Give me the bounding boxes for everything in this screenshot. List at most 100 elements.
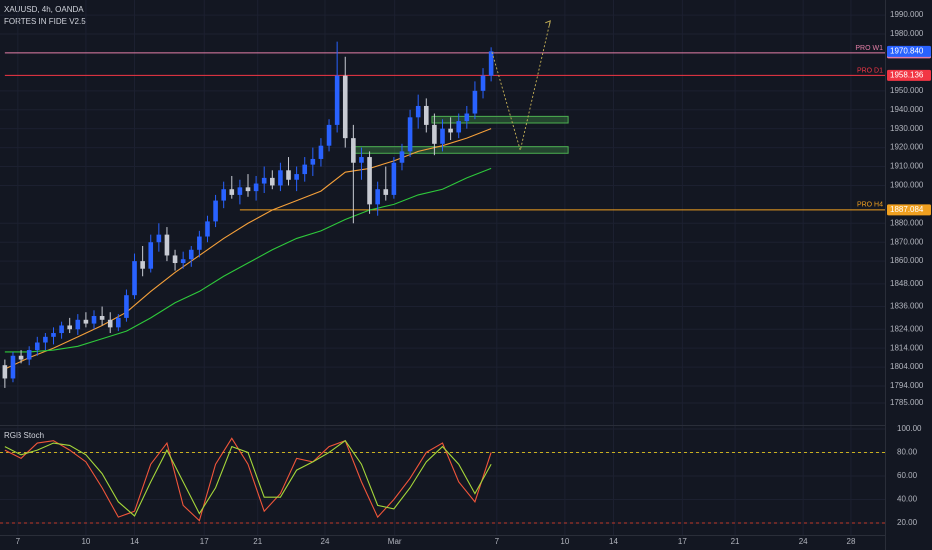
candle-body [423,105,429,125]
candle-body [399,151,405,163]
candle-body [34,342,40,351]
x-tick-label: 21 [731,537,740,546]
y-tick-label: 1990.000 [890,10,924,19]
oscillator-line [4,437,492,522]
y-tick-label: 1860.000 [890,256,924,265]
candle-body [140,261,145,269]
last-price-tag-box [887,45,931,57]
candle-body [188,249,194,260]
candle-body [18,355,24,360]
zone [351,146,569,154]
candle-body [326,124,332,146]
candle-body [26,350,32,360]
candle-body [156,234,162,243]
candle-body [172,255,178,264]
chart-title: XAUUSD, 4h, OANDA [4,5,84,14]
candle-body [148,242,154,269]
level-name: PRO H4 [857,202,883,209]
level-name: PRO D1 [857,67,883,74]
x-tick-label: 24 [799,537,808,546]
x-tick-label: 7 [495,537,500,546]
level-tag-box [887,69,931,81]
candle-body [367,157,372,205]
oscillator-line [4,439,492,517]
y-tick-label: 1848.000 [890,279,924,288]
candle-body [132,261,137,296]
y-tick-label: 1920.000 [890,143,924,152]
candle-body [407,117,413,152]
candle-body [253,183,259,192]
candle-body [83,319,89,324]
last-price-tag-label: 1970.840 [890,47,924,56]
y-tick-label: 1950.000 [890,86,924,95]
level-name: PRO W1 [855,45,883,52]
candle-body [359,157,364,163]
candle-body [464,113,470,122]
x-tick-label: Mar [388,537,402,546]
y-tick-label: 1785.000 [890,398,924,407]
zone [431,115,569,124]
candle-body [480,75,486,91]
candle-body [261,177,267,184]
candle-body [10,355,16,379]
candle-body [197,236,202,250]
candle-body [351,138,356,163]
candle-body [334,75,340,125]
candle-body [488,51,494,76]
candle-body [213,200,218,222]
x-tick-label: 7 [16,537,21,546]
candle-body [302,164,308,175]
x-tick-label: 14 [609,537,618,546]
candle-body [67,325,72,330]
candle-body [472,90,478,114]
y-tick-label: 100.00 [897,424,922,433]
y-tick-label: 1940.000 [890,105,924,114]
candle-body [116,317,121,328]
y-tick-label: 40.00 [897,495,918,504]
y-tick-label: 20.00 [897,518,918,527]
candle-body [75,319,81,330]
y-tick-label: 1910.000 [890,162,924,171]
candle-body [294,174,299,180]
y-tick-label: 1836.000 [890,302,924,311]
candle-body [383,189,389,195]
y-tick-label: 1804.000 [890,362,924,371]
candle-body [448,128,453,133]
candle-body [310,158,316,165]
x-tick-label: 21 [253,537,262,546]
candle-body [229,189,235,195]
y-tick-label: 1880.000 [890,218,924,227]
candle-body [237,187,243,195]
moving-average [4,167,492,353]
y-tick-label: 1980.000 [890,29,924,38]
y-tick-label: 60.00 [897,471,918,480]
candle-body [221,189,226,201]
candle-body [456,121,462,133]
x-tick-label: 10 [81,537,90,546]
candle-body [286,170,291,180]
oscillator-title: RGB Stoch [4,431,44,440]
candle-body [342,75,348,139]
level-tag-label: 1887.084 [890,205,924,214]
y-tick-label: 1824.000 [890,324,924,333]
candle-body [99,316,105,320]
indicator-title: FORTES IN FIDE V2.5 [4,17,86,26]
y-tick-label: 1870.000 [890,237,924,246]
candle-body [59,325,64,334]
x-tick-label: 14 [130,537,139,546]
candle-body [2,365,8,379]
candle-body [180,259,186,264]
projection-arrowhead [545,20,551,26]
y-tick-label: 1930.000 [890,124,924,133]
y-tick-label: 1900.000 [890,181,924,190]
y-tick-label: 80.00 [897,448,918,457]
level-tag-box [887,204,931,216]
candle-body [245,187,251,192]
candle-body [107,319,113,328]
x-tick-label: 28 [847,537,856,546]
candle-body [440,128,445,144]
y-tick-label: 1794.000 [890,381,924,390]
